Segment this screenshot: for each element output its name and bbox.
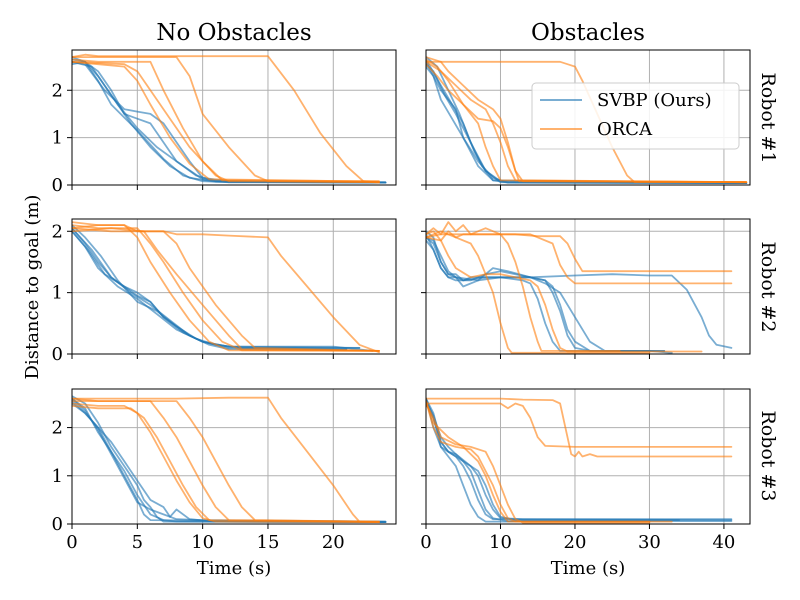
series-line-orca bbox=[426, 60, 748, 184]
x-tick-label: 30 bbox=[638, 532, 661, 553]
series-line-svbp bbox=[426, 402, 733, 521]
series-line-svbp bbox=[72, 400, 387, 523]
x-tick-label: 10 bbox=[489, 532, 512, 553]
y-tick-label: 0 bbox=[52, 514, 63, 535]
x-tick-label: 0 bbox=[66, 532, 77, 553]
y-tick-label: 2 bbox=[52, 221, 63, 242]
legend: SVBP (Ours) ORCA bbox=[531, 82, 740, 150]
panel-r1-c2 bbox=[421, 49, 751, 190]
series-line-orca bbox=[72, 224, 380, 352]
panel-frame bbox=[71, 49, 397, 186]
series-line-orca bbox=[426, 402, 733, 448]
series-line-orca bbox=[72, 402, 380, 523]
panel-r1-c1: 0 1 2 bbox=[52, 49, 397, 196]
legend-box bbox=[531, 82, 740, 150]
series-line-svbp bbox=[72, 227, 374, 352]
column-title-obstacles: Obstacles bbox=[531, 20, 645, 46]
x-tick-label: 20 bbox=[322, 532, 345, 553]
series-line-svbp bbox=[72, 395, 387, 523]
series-line-orca bbox=[426, 402, 651, 524]
series-line-orca bbox=[72, 227, 380, 352]
series-line-svbp bbox=[426, 397, 651, 523]
series-line-orca bbox=[426, 236, 703, 353]
series-line-svbp bbox=[72, 56, 387, 184]
x-axis-label-left: Time (s) bbox=[197, 558, 272, 579]
panel-frame bbox=[71, 218, 397, 355]
series-line-orca bbox=[72, 396, 380, 523]
series-line-orca bbox=[72, 53, 380, 184]
series-line-svbp bbox=[426, 230, 651, 352]
legend-label-svbp: SVBP (Ours) bbox=[597, 90, 712, 111]
panel-frame bbox=[425, 49, 751, 186]
series-group bbox=[426, 221, 733, 354]
series-line-orca bbox=[426, 230, 651, 354]
x-axis-label-right: Time (s) bbox=[551, 558, 626, 579]
series-group bbox=[72, 53, 387, 184]
y-tick-label: 1 bbox=[52, 283, 63, 304]
series-line-orca bbox=[426, 400, 651, 523]
series-line-svbp bbox=[426, 236, 673, 354]
series-line-svbp bbox=[426, 400, 681, 521]
series-line-svbp bbox=[72, 227, 348, 351]
y-tick-label: 2 bbox=[52, 80, 63, 101]
panel-frame bbox=[71, 388, 397, 525]
series-group bbox=[426, 397, 733, 524]
series-line-svbp bbox=[426, 397, 733, 521]
panel-frame bbox=[425, 218, 751, 355]
series-line-svbp bbox=[426, 65, 748, 184]
column-title-no-obstacles: No Obstacles bbox=[156, 20, 311, 46]
series-line-orca bbox=[426, 63, 748, 184]
series-line-svbp bbox=[426, 239, 733, 349]
x-tick-label: 15 bbox=[257, 532, 280, 553]
series-line-orca bbox=[72, 60, 380, 183]
series-line-svbp bbox=[426, 236, 666, 352]
x-tick-label: 20 bbox=[564, 532, 587, 553]
series-line-svbp bbox=[72, 230, 361, 349]
series-line-svbp bbox=[72, 60, 387, 184]
x-tick-label: 10 bbox=[191, 532, 214, 553]
series-line-orca bbox=[426, 400, 673, 523]
series-line-orca bbox=[426, 60, 748, 184]
y-tick-label: 1 bbox=[52, 128, 63, 149]
series-line-svbp bbox=[72, 60, 387, 184]
panel-r2-c1: 0 1 2 bbox=[52, 218, 397, 365]
series-line-orca bbox=[72, 405, 380, 523]
series-line-orca bbox=[426, 397, 733, 458]
series-line-orca bbox=[72, 397, 380, 523]
legend-label-orca: ORCA bbox=[597, 119, 653, 140]
series-line-orca bbox=[426, 230, 733, 285]
y-tick-label: 0 bbox=[52, 344, 63, 365]
series-line-orca bbox=[426, 233, 733, 273]
series-line-orca bbox=[426, 56, 748, 184]
y-axis-label: Distance to goal (m) bbox=[22, 195, 43, 380]
series-line-svbp bbox=[72, 397, 387, 523]
series-group bbox=[72, 221, 380, 354]
series-line-svbp bbox=[72, 224, 348, 350]
y-tick-label: 0 bbox=[52, 175, 63, 196]
x-tick-label: 40 bbox=[712, 532, 735, 553]
panel-r2-c2 bbox=[421, 218, 751, 359]
series-line-svbp bbox=[72, 230, 361, 349]
row-label-robot-3: Robot #3 bbox=[757, 410, 779, 501]
series-line-svbp bbox=[72, 397, 387, 523]
series-group bbox=[72, 395, 387, 523]
series-line-svbp bbox=[72, 58, 387, 184]
y-tick-label: 2 bbox=[52, 418, 63, 439]
row-label-robot-2: Robot #2 bbox=[757, 241, 779, 332]
x-tick-label: 0 bbox=[420, 532, 431, 553]
panel-r3-c2: 0 10 20 30 40 bbox=[420, 388, 751, 553]
y-tick-label: 1 bbox=[52, 466, 63, 487]
panel-frame bbox=[425, 388, 751, 525]
series-group bbox=[426, 56, 748, 184]
x-tick-label: 5 bbox=[132, 532, 143, 553]
series-line-svbp bbox=[72, 60, 387, 184]
row-label-robot-1: Robot #1 bbox=[757, 72, 779, 163]
series-line-svbp bbox=[426, 397, 733, 522]
series-line-orca bbox=[426, 221, 621, 352]
